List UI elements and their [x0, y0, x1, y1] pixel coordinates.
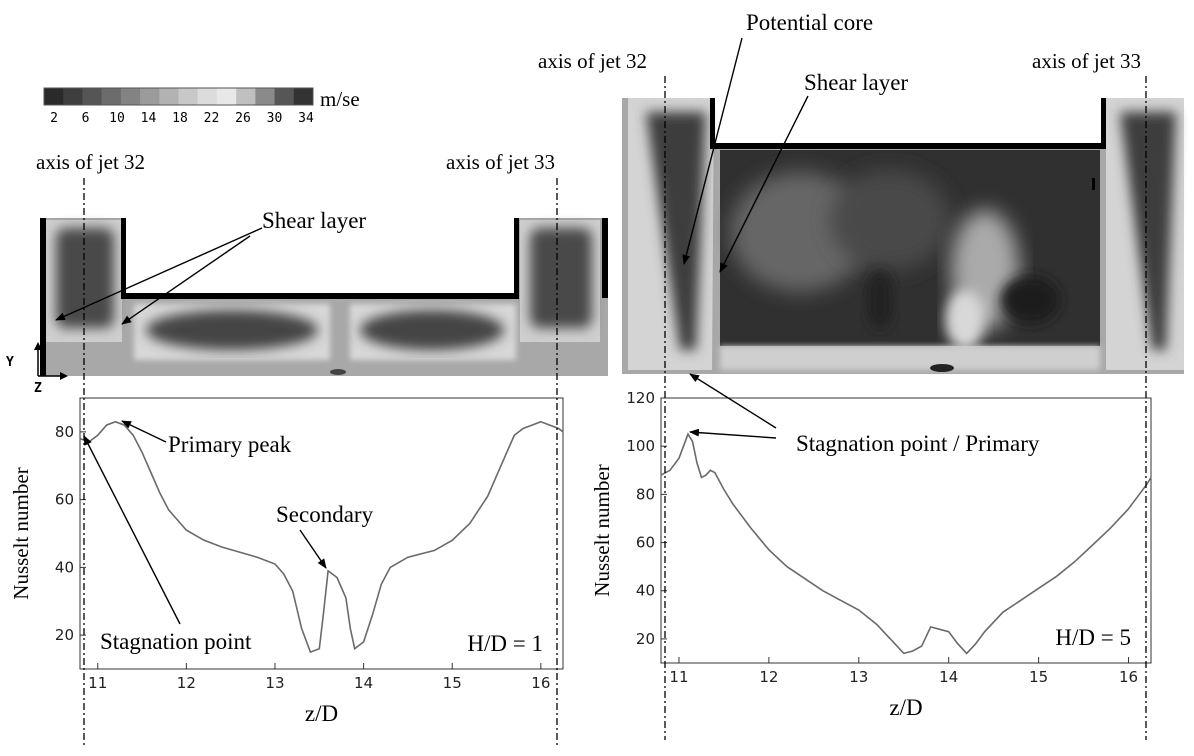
- colorbar-swatch: [101, 88, 122, 105]
- right-chart-x-tick-label: 11: [669, 668, 688, 686]
- right-chart-y-tick-label: 120: [626, 389, 655, 407]
- colorbar-tick-label: 2: [50, 111, 58, 126]
- colorbar-swatch: [82, 88, 103, 105]
- right-shear-layer-label: Shear layer: [804, 70, 908, 95]
- potential-core-arrow: [682, 37, 743, 265]
- right-shear-arrow: [719, 95, 809, 273]
- colorbar-swatch: [63, 88, 83, 105]
- right-chart-x-axis-label: z/D: [889, 695, 922, 720]
- colorbar-tick-label: 18: [172, 111, 188, 126]
- colorbar-swatch: [255, 88, 276, 105]
- right-axis-label-jet32: axis of jet 32: [538, 49, 647, 73]
- right-chart-x-tick-label: 16: [1119, 668, 1138, 686]
- right-chart-hd-label: H/D = 5: [1055, 625, 1131, 650]
- colorbar-swatch: [197, 88, 218, 105]
- coord-z-label: Z: [34, 381, 42, 396]
- secondary-arrow: [299, 529, 327, 569]
- right-chart-y-tick-label: 80: [636, 485, 655, 503]
- colorbar-tick-label: 14: [141, 111, 157, 126]
- colorbar-tick-label: 30: [267, 111, 283, 126]
- colorbar-tick-label: 26: [235, 111, 251, 126]
- colorbar-frame: [43, 87, 314, 106]
- colorbar-tick-label: 34: [298, 111, 314, 126]
- stagnation-point-arrow: [83, 435, 181, 625]
- primary-peak-label: Primary peak: [168, 432, 292, 457]
- right-chart-y-tick-label: 20: [636, 630, 655, 648]
- left-shear-arrow-1: [55, 227, 263, 321]
- left-chart-x-tick-label: 12: [177, 674, 196, 692]
- left-axis-label-jet33: axis of jet 33: [446, 150, 555, 174]
- stagnation-arrow-contour: [689, 373, 777, 429]
- colorbar-unit: m/se: [320, 87, 360, 111]
- right-axis-label-jet33: axis of jet 33: [1032, 49, 1141, 73]
- right-chart-plot-frame: [660, 397, 1152, 664]
- left-chart-y-axis-label: Nusselt number: [9, 467, 33, 599]
- left-axis-label-jet32: axis of jet 32: [36, 150, 145, 174]
- right-chart-x-tick-label: 12: [759, 668, 778, 686]
- left-chart-x-tick-label: 15: [443, 674, 462, 692]
- left-chart-plot-frame: [79, 397, 564, 670]
- colorbar-tick-label: 6: [82, 111, 90, 126]
- left-chart-nusselt-line: [79, 420, 564, 654]
- left-shear-arrow-2: [121, 235, 251, 325]
- colorbar-swatch: [178, 88, 199, 105]
- right-chart-nusselt-line: [660, 432, 1152, 655]
- left-chart-x-tick-label: 14: [354, 674, 373, 692]
- colorbar-swatch: [159, 88, 179, 105]
- left-chart-y-tick-label: 40: [55, 558, 74, 576]
- left-chart-x-axis-label: z/D: [305, 701, 338, 726]
- coordinate-indicator: Y Z: [6, 342, 68, 396]
- potential-core-label: Potential core: [746, 10, 873, 35]
- left-chart-y-tick-label: 60: [55, 491, 74, 509]
- right-chart-x-tick-label: 14: [939, 668, 958, 686]
- left-chart-hd-label: H/D = 1: [467, 631, 543, 656]
- chart-left-hd1: 20 40 60 80 11 12 13 14 15 16 z/D Nusselt number H/D…: [9, 397, 564, 726]
- left-chart-x-tick-label: 13: [265, 674, 284, 692]
- right-contour-field: [622, 98, 1184, 374]
- right-chart-y-tick-label: 40: [636, 582, 655, 600]
- left-chart-y-tick-label: 20: [55, 626, 74, 644]
- colorbar-tick-label: 22: [204, 111, 220, 126]
- left-shear-layer-label: Shear layer: [262, 208, 366, 233]
- left-chart-annotations: Primary peak Secondary Stagnation point: [83, 420, 374, 654]
- left-contour-panel: axis of jet 32 axis of jet 33: [6, 150, 608, 396]
- right-chart-annotations: Stagnation point / Primary: [689, 373, 1040, 456]
- left-chart-x-tick-label: 11: [88, 674, 107, 692]
- primary-peak-arrow: [121, 420, 167, 443]
- colorbar-swatch: [44, 88, 64, 105]
- right-chart-x-tick-label: 13: [849, 668, 868, 686]
- colorbar-swatches: [44, 88, 314, 105]
- stagnation-arrow-chart: [689, 428, 777, 439]
- right-chart-y-tick-label: 100: [626, 437, 655, 455]
- right-contour-panel: axis of jet 32 axis of jet 33: [538, 10, 1184, 374]
- stagnation-point-label: Stagnation point: [100, 629, 252, 654]
- right-chart-x-tick-label: 15: [1029, 668, 1048, 686]
- chart-right-hd5: 20 40 60 80 100 120 11 12 13 14 15 16 z/D Nusselt num…: [590, 389, 1152, 720]
- left-chart-x-tick-label: 16: [531, 674, 550, 692]
- colorbar-swatch: [274, 88, 295, 105]
- colorbar-tick-label: 10: [109, 111, 125, 126]
- colorbar-swatch: [236, 88, 256, 105]
- colorbar-tick-labels: 2 6 10 14 18 22 26 30 34: [50, 111, 314, 126]
- colorbar: 2 6 10 14 18 22 26 30 34 m/se: [43, 87, 360, 126]
- left-chart-y-tick-label: 80: [55, 423, 74, 441]
- right-chart-y-tick-label: 60: [636, 534, 655, 552]
- jet-axis-lines: [83, 76, 1147, 748]
- colorbar-swatch: [120, 88, 141, 105]
- stagnation-primary-label: Stagnation point / Primary: [796, 431, 1040, 456]
- colorbar-swatch: [140, 88, 160, 105]
- right-chart-y-axis-label: Nusselt number: [590, 464, 614, 596]
- colorbar-swatch: [216, 88, 237, 105]
- colorbar-swatch: [293, 88, 314, 105]
- left-contour-field: [40, 218, 608, 376]
- secondary-label: Secondary: [276, 502, 374, 527]
- coord-y-label: Y: [6, 355, 14, 370]
